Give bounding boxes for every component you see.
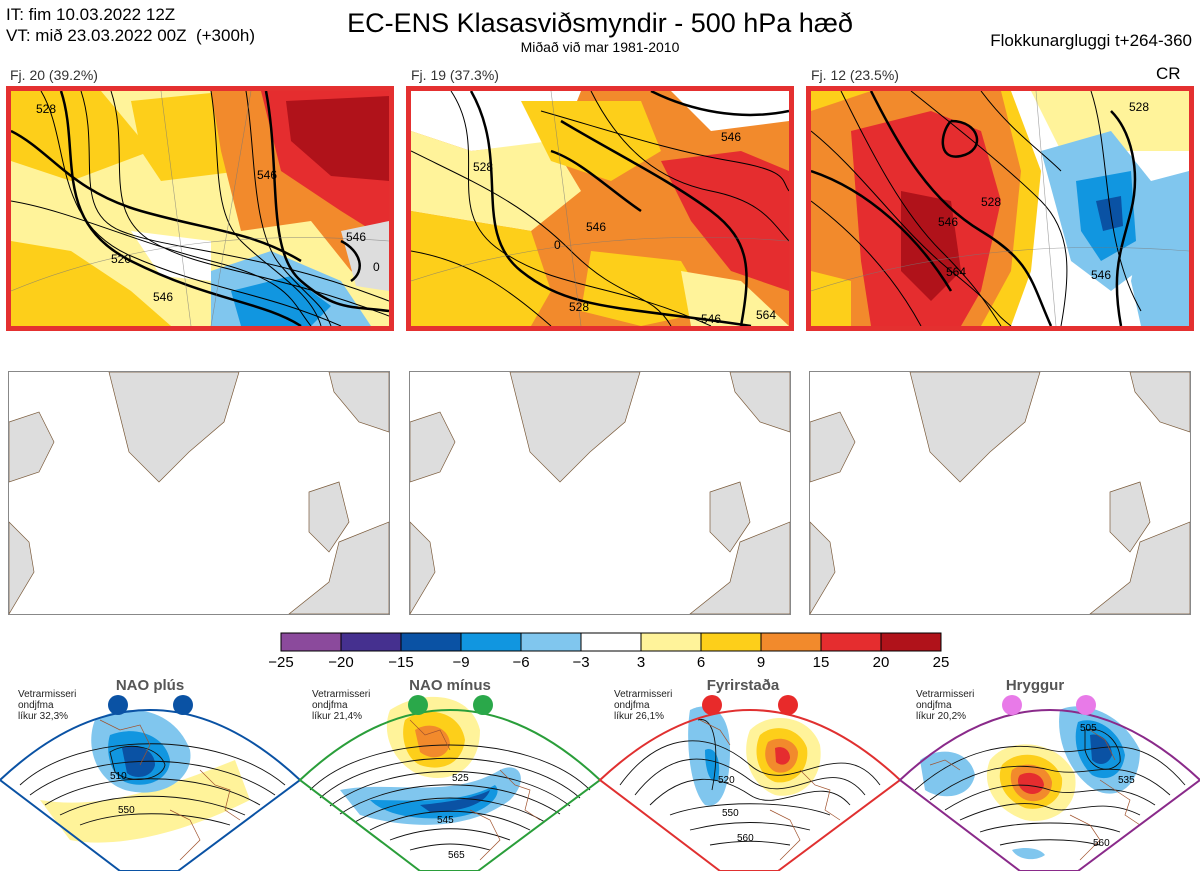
regime-note-nao-minus: Vetrarmisseri ondjfma líkur 21,4%: [312, 689, 371, 722]
regime-label-nao-plus: NAO plús: [115, 677, 185, 694]
contour-label: 545: [437, 815, 454, 826]
regime-note-nao-plus: Vetrarmisseri ondjfma líkur 32,3%: [18, 689, 77, 722]
contour-label: 528: [1129, 100, 1149, 114]
colorbar-swatch: [520, 632, 582, 652]
colorbar-swatch: [460, 632, 522, 652]
colorbar-swatch: [340, 632, 402, 652]
regime-dot-icon: [473, 695, 493, 715]
regime-note-blocking: Vetrarmisseri ondjfma líkur 26,1%: [614, 689, 673, 722]
contour-label: 546: [1091, 268, 1111, 282]
colorbar-tick: −6: [512, 654, 530, 671]
cluster-window: Flokkunargluggi t+264-360: [990, 31, 1192, 50]
contour-label: 564: [756, 308, 776, 322]
colorbar-tick: −25: [268, 654, 294, 671]
colorbar-tick: −20: [328, 654, 354, 671]
cluster-label-2: Fj. 19 (37.3%): [411, 67, 499, 83]
colorbar-swatch: [760, 632, 822, 652]
regime-dot-icon: [1076, 695, 1096, 715]
cluster-label-1: Fj. 20 (39.2%): [10, 67, 98, 83]
contour-label: 565: [448, 850, 465, 861]
contour-label: 560: [1093, 838, 1110, 849]
colorbar-tick: −9: [452, 654, 470, 671]
contour-label: 528: [569, 300, 589, 314]
colorbar-swatch: [700, 632, 762, 652]
run-times: IT: fim 10.03.2022 12Z VT: mið 23.03.2022…: [6, 4, 255, 46]
regime-label-ridge: Hryggur: [1005, 677, 1065, 694]
regime-dot-icon: [108, 695, 128, 715]
regime-label-blocking: Fyrirstaða: [706, 677, 780, 694]
contour-label: 546: [346, 230, 366, 244]
colorbar-swatch: [880, 632, 942, 652]
regime-dot-icon: [702, 695, 722, 715]
contour-label: 520: [718, 775, 735, 786]
regime-map-blocking: 520 550 560: [598, 690, 902, 871]
contour-label: 546: [938, 215, 958, 229]
contour-label: 546: [153, 290, 173, 304]
contour-label: 546: [586, 220, 606, 234]
regime-dot-icon: [1002, 695, 1022, 715]
contour-label: 528: [473, 160, 493, 174]
cluster-map-3: 528 546 564 528 546: [806, 86, 1194, 331]
page-title: EC-ENS Klasasviðsmyndir - 500 hPa hæð: [347, 8, 853, 38]
contour-label: 505: [1080, 723, 1097, 734]
contour-label: 535: [1118, 775, 1135, 786]
regime-map-nao-minus: 525 545 565: [298, 690, 602, 871]
colorbar-tick: 15: [812, 654, 830, 671]
contour-label: 546: [701, 312, 721, 326]
colorbar-swatch: [400, 632, 462, 652]
cluster-map-2: 528 546 528 546 0 546 564: [406, 86, 794, 331]
base-map-3: [809, 371, 1191, 615]
cluster-label-3: Fj. 12 (23.5%): [811, 67, 899, 83]
contour-label: 510: [110, 771, 127, 782]
colorbar-tick: 25: [932, 654, 950, 671]
colorbar-swatch: [280, 632, 342, 652]
colorbar-tick: 20: [872, 654, 890, 671]
contour-label: 546: [721, 130, 741, 144]
contour-label: 550: [118, 805, 135, 816]
regime-dot-icon: [173, 695, 193, 715]
contour-label: 528: [981, 195, 1001, 209]
issue-time: IT: fim 10.03.2022 12Z: [6, 5, 176, 24]
contour-label: 528: [36, 102, 56, 116]
base-map-2: [409, 371, 791, 615]
contour-label: 546: [257, 168, 277, 182]
colorbar-ticks: −25 −20 −15 −9 −6 −3 3 6 9 15 20 25: [260, 654, 960, 674]
contour-label: 525: [452, 773, 469, 784]
colorbar-tick: 6: [696, 654, 706, 671]
regime-map-nao-plus: 510 550: [0, 690, 302, 871]
climatology-subtitle: Miðað við mar 1981-2010: [520, 39, 680, 55]
valid-time: VT: mið 23.03.2022 00Z (+300h): [6, 26, 256, 45]
regime-code: CR: [1156, 64, 1181, 83]
contour-label: 564: [946, 265, 966, 279]
contour-label: 550: [722, 808, 739, 819]
contour-label: 520: [111, 252, 131, 266]
colorbar: [280, 632, 942, 657]
regime-note-ridge: Vetrarmisseri ondjfma líkur 20,2%: [916, 689, 975, 722]
colorbar-swatch: [640, 632, 702, 652]
base-map-1: [8, 371, 390, 615]
colorbar-tick: 9: [756, 654, 766, 671]
colorbar-swatch: [580, 632, 642, 652]
colorbar-swatch: [820, 632, 882, 652]
contour-label: 560: [737, 833, 754, 844]
regime-dot-icon: [408, 695, 428, 715]
contour-label: 0: [554, 238, 561, 252]
regime-label-nao-minus: NAO mínus: [409, 677, 491, 694]
colorbar-tick: 3: [636, 654, 646, 671]
regime-dot-icon: [778, 695, 798, 715]
contour-label: 0: [373, 260, 380, 274]
regime-map-ridge: 505 535 560: [898, 690, 1200, 871]
colorbar-tick: −3: [572, 654, 590, 671]
colorbar-tick: −15: [388, 654, 414, 671]
cluster-map-1: 520 528 546 546 546 0: [6, 86, 394, 331]
